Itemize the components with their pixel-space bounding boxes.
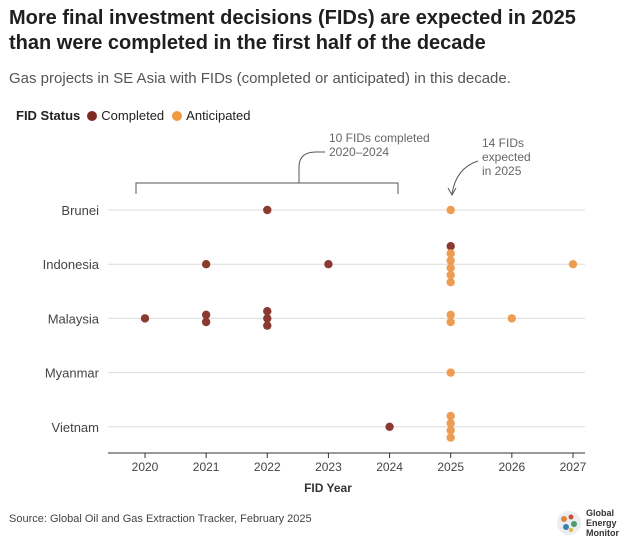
logo-wordmark: Global Energy Monitor: [586, 508, 619, 538]
point-anticipated-indonesia-2025: [446, 249, 455, 258]
x-tick-label-2023: 2023: [315, 460, 342, 474]
point-completed-brunei-2022: [263, 205, 272, 215]
x-tick-label-2026: 2026: [498, 460, 525, 474]
point-anticipated-indonesia-2025: [446, 256, 455, 265]
point-anticipated-indonesia-2025: [446, 270, 455, 280]
chart-title-line-2: than were completed in the first half of…: [9, 32, 486, 54]
chart-title-line-1: More final investment decisions (FIDs) a…: [9, 7, 576, 29]
completed-bracket: [135, 151, 399, 194]
annotation-completed-line-1: 10 FIDs completed: [329, 131, 430, 145]
x-axis-title: FID Year: [304, 481, 352, 495]
x-tick-label-2025: 2025: [437, 460, 464, 474]
point-completed-malaysia-2020: [140, 314, 150, 323]
expected-arrow: [451, 160, 479, 195]
logo-line-3: Monitor: [586, 528, 619, 538]
annotation-expected-line-3: in 2025: [482, 164, 522, 178]
legend: FID Status Completed Anticipated: [16, 108, 259, 123]
y-tick-label-brunei: Brunei: [61, 203, 99, 218]
x-tick-label-2024: 2024: [376, 460, 403, 474]
legend-title: FID Status: [16, 108, 81, 123]
point-anticipated-indonesia-2025: [446, 278, 455, 287]
x-tick-label-2027: 2027: [560, 460, 587, 474]
point-anticipated-vietnam-2025: [446, 433, 455, 442]
legend-item-completed: Completed: [87, 108, 164, 123]
legend-swatch-anticipated: [172, 110, 183, 121]
legend-item-anticipated: Anticipated: [172, 108, 251, 123]
annotation-completed-line-2: 2020–2024: [329, 145, 389, 159]
y-tick-label-malaysia: Malaysia: [48, 311, 100, 326]
point-completed-malaysia-2021: [201, 317, 211, 327]
logo-line-1: Global: [586, 508, 615, 518]
point-anticipated-malaysia-2025: [446, 310, 455, 319]
point-anticipated-indonesia-2027: [568, 260, 578, 269]
point-anticipated-brunei-2025: [446, 205, 455, 215]
source-note: Source: Global Oil and Gas Extraction Tr…: [9, 513, 312, 525]
legend-swatch-completed: [87, 110, 98, 121]
chart-subtitle: Gas projects in SE Asia with FIDs (compl…: [9, 70, 511, 87]
y-tick-label-vietnam: Vietnam: [52, 420, 99, 435]
point-anticipated-malaysia-2025: [446, 317, 455, 327]
legend-label-completed: Completed: [101, 108, 165, 123]
x-tick-label-2022: 2022: [254, 460, 281, 474]
point-anticipated-vietnam-2025: [446, 419, 455, 428]
point-completed-indonesia-2021: [201, 260, 211, 269]
y-tick-label-myanmar: Myanmar: [45, 366, 100, 381]
point-anticipated-malaysia-2026: [507, 314, 517, 323]
x-tick-label-2020: 2020: [132, 460, 159, 474]
expected-arrowhead: [447, 187, 457, 197]
globe-icon: [557, 511, 581, 535]
annotation-expected-line-1: 14 FIDs: [482, 136, 524, 150]
point-anticipated-vietnam-2025: [446, 426, 455, 435]
point-anticipated-indonesia-2025: [446, 263, 455, 272]
chart-title: More final investment decisions (FIDs) a…: [9, 6, 629, 56]
point-anticipated-vietnam-2025: [446, 411, 455, 421]
point-completed-malaysia-2022: [263, 314, 272, 323]
point-completed-vietnam-2024: [385, 422, 394, 431]
point-anticipated-myanmar-2025: [446, 368, 455, 377]
y-tick-label-indonesia: Indonesia: [43, 257, 100, 272]
point-completed-malaysia-2022: [263, 307, 272, 316]
logo-line-2: Energy: [586, 518, 617, 528]
point-completed-malaysia-2021: [201, 310, 211, 319]
gem-logo: Global Energy Monitor: [556, 508, 619, 538]
point-completed-indonesia-2023: [324, 260, 333, 269]
legend-label-anticipated: Anticipated: [186, 108, 251, 123]
point-completed-malaysia-2022: [263, 321, 272, 330]
x-tick-label-2021: 2021: [193, 460, 220, 474]
annotation-expected-line-2: expected: [482, 150, 531, 164]
point-completed-indonesia-2025: [446, 242, 455, 251]
